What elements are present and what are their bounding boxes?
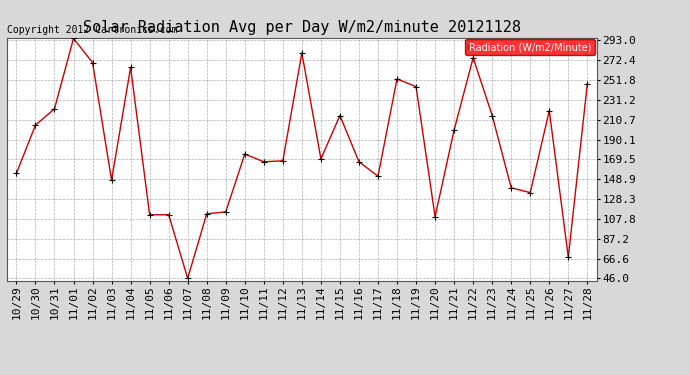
Title: Solar Radiation Avg per Day W/m2/minute 20121128: Solar Radiation Avg per Day W/m2/minute … (83, 20, 521, 35)
Text: Copyright 2012 Cartronics.com: Copyright 2012 Cartronics.com (8, 25, 178, 35)
Legend: Radiation (W/m2/Minute): Radiation (W/m2/Minute) (464, 39, 595, 55)
